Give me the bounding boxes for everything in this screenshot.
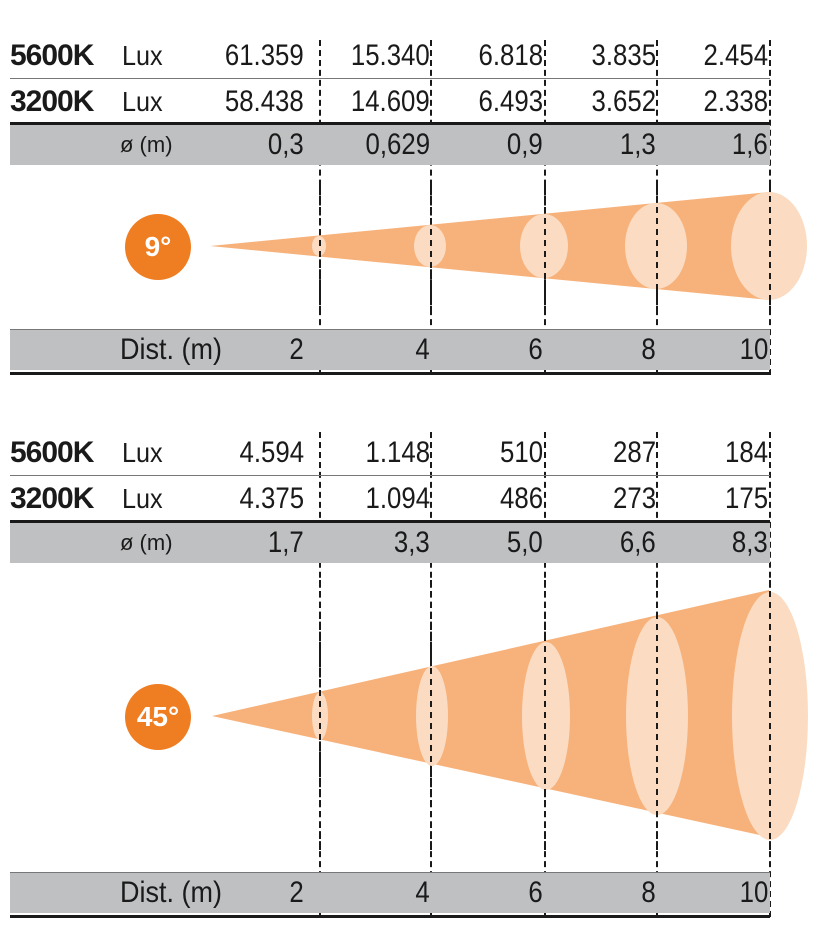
- color-temp-label: 3200K: [10, 482, 94, 515]
- diameter-value: 5,0: [507, 526, 543, 559]
- distance-value: 6: [528, 333, 543, 366]
- diameter-value: 0,3: [268, 128, 304, 161]
- distance-label: Dist. (m): [120, 876, 222, 909]
- lux-row-5600k: 5600K Lux 61.359 15.340 6.818 3.835 2.45…: [10, 36, 770, 76]
- lux-value: 15.340: [351, 39, 430, 72]
- row-divider: [10, 122, 770, 125]
- lux-value: 3.652: [591, 85, 656, 118]
- beam-panel-9deg: 5600K Lux 61.359 15.340 6.818 3.835 2.45…: [0, 0, 820, 400]
- row-divider: [10, 915, 770, 918]
- distance-value: 8: [641, 876, 656, 909]
- distance-value: 2: [289, 876, 304, 909]
- diameter-value: 0,629: [365, 128, 430, 161]
- lux-row-5600k: 5600K Lux 4.594 1.148 510 287 184: [10, 433, 770, 473]
- beam-cone-diagram: [210, 185, 807, 310]
- lux-unit: Lux: [122, 437, 163, 468]
- distance-value: 10: [739, 333, 768, 366]
- lux-value: 287: [612, 436, 656, 469]
- diameter-label: ø (m): [120, 132, 173, 157]
- lux-value: 3.835: [591, 39, 656, 72]
- lux-value: 273: [612, 482, 656, 515]
- distance-value: 10: [739, 876, 768, 909]
- beam-angle-badge: 45°: [125, 684, 191, 750]
- lux-row-3200k: 3200K Lux 58.438 14.609 6.493 3.652 2.33…: [10, 82, 770, 122]
- row-divider: [10, 872, 770, 873]
- diameter-value: 1,3: [620, 128, 656, 161]
- color-temp-label: 5600K: [10, 39, 94, 72]
- distance-value: 8: [641, 333, 656, 366]
- lux-value: 1.094: [365, 482, 430, 515]
- color-temp-label: 3200K: [10, 85, 94, 118]
- lux-value: 6.818: [478, 39, 543, 72]
- lux-value: 6.493: [478, 85, 543, 118]
- row-divider: [10, 520, 770, 523]
- diameter-value: 0,9: [507, 128, 543, 161]
- diameter-row: ø (m) 0,3 0,629 0,9 1,3 1,6: [10, 125, 770, 165]
- lux-value: 58.438: [225, 85, 304, 118]
- beam-cone: [212, 590, 769, 837]
- distance-value: 2: [289, 333, 304, 366]
- diameter-value: 1,6: [732, 128, 768, 161]
- lux-value: 4.594: [239, 436, 304, 469]
- lux-value: 184: [724, 436, 768, 469]
- lux-value: 1.148: [365, 436, 430, 469]
- distance-value: 4: [415, 876, 430, 909]
- diameter-value: 3,3: [394, 526, 430, 559]
- lux-value: 2.338: [703, 85, 768, 118]
- diameter-value: 8,3: [732, 526, 768, 559]
- lux-value: 510: [499, 436, 543, 469]
- distance-label: Dist. (m): [120, 333, 222, 366]
- lux-value: 4.375: [239, 482, 304, 515]
- row-divider: [10, 475, 770, 476]
- row-divider: [10, 372, 770, 375]
- distance-row: Dist. (m) 2 4 6 8 10: [10, 330, 770, 370]
- lux-value: 2.454: [703, 39, 768, 72]
- lux-value: 486: [499, 482, 543, 515]
- diameter-value: 1,7: [268, 526, 304, 559]
- distance-value: 6: [528, 876, 543, 909]
- row-divider: [10, 78, 770, 79]
- distance-row: Dist. (m) 2 4 6 8 10: [10, 873, 770, 913]
- lux-unit: Lux: [122, 483, 163, 514]
- lux-value: 175: [724, 482, 768, 515]
- beam-cone-diagram: [212, 580, 808, 850]
- color-temp-label: 5600K: [10, 436, 94, 469]
- dashed-guide: [319, 432, 321, 917]
- lux-unit: Lux: [122, 86, 163, 117]
- diameter-value: 6,6: [620, 526, 656, 559]
- beam-angle-badge: 9°: [125, 214, 191, 280]
- lux-unit: Lux: [122, 40, 163, 71]
- distance-value: 4: [415, 333, 430, 366]
- diameter-row: ø (m) 1,7 3,3 5,0 6,6 8,3: [10, 523, 770, 563]
- beam-panel-45deg: 5600K Lux 4.594 1.148 510 287 184 3200K …: [0, 400, 820, 940]
- lux-row-3200k: 3200K Lux 4.375 1.094 486 273 175: [10, 479, 770, 519]
- beam-cone: [210, 192, 769, 300]
- diameter-label: ø (m): [120, 530, 173, 555]
- row-divider: [10, 329, 770, 330]
- lux-value: 61.359: [225, 39, 304, 72]
- lux-value: 14.609: [351, 85, 430, 118]
